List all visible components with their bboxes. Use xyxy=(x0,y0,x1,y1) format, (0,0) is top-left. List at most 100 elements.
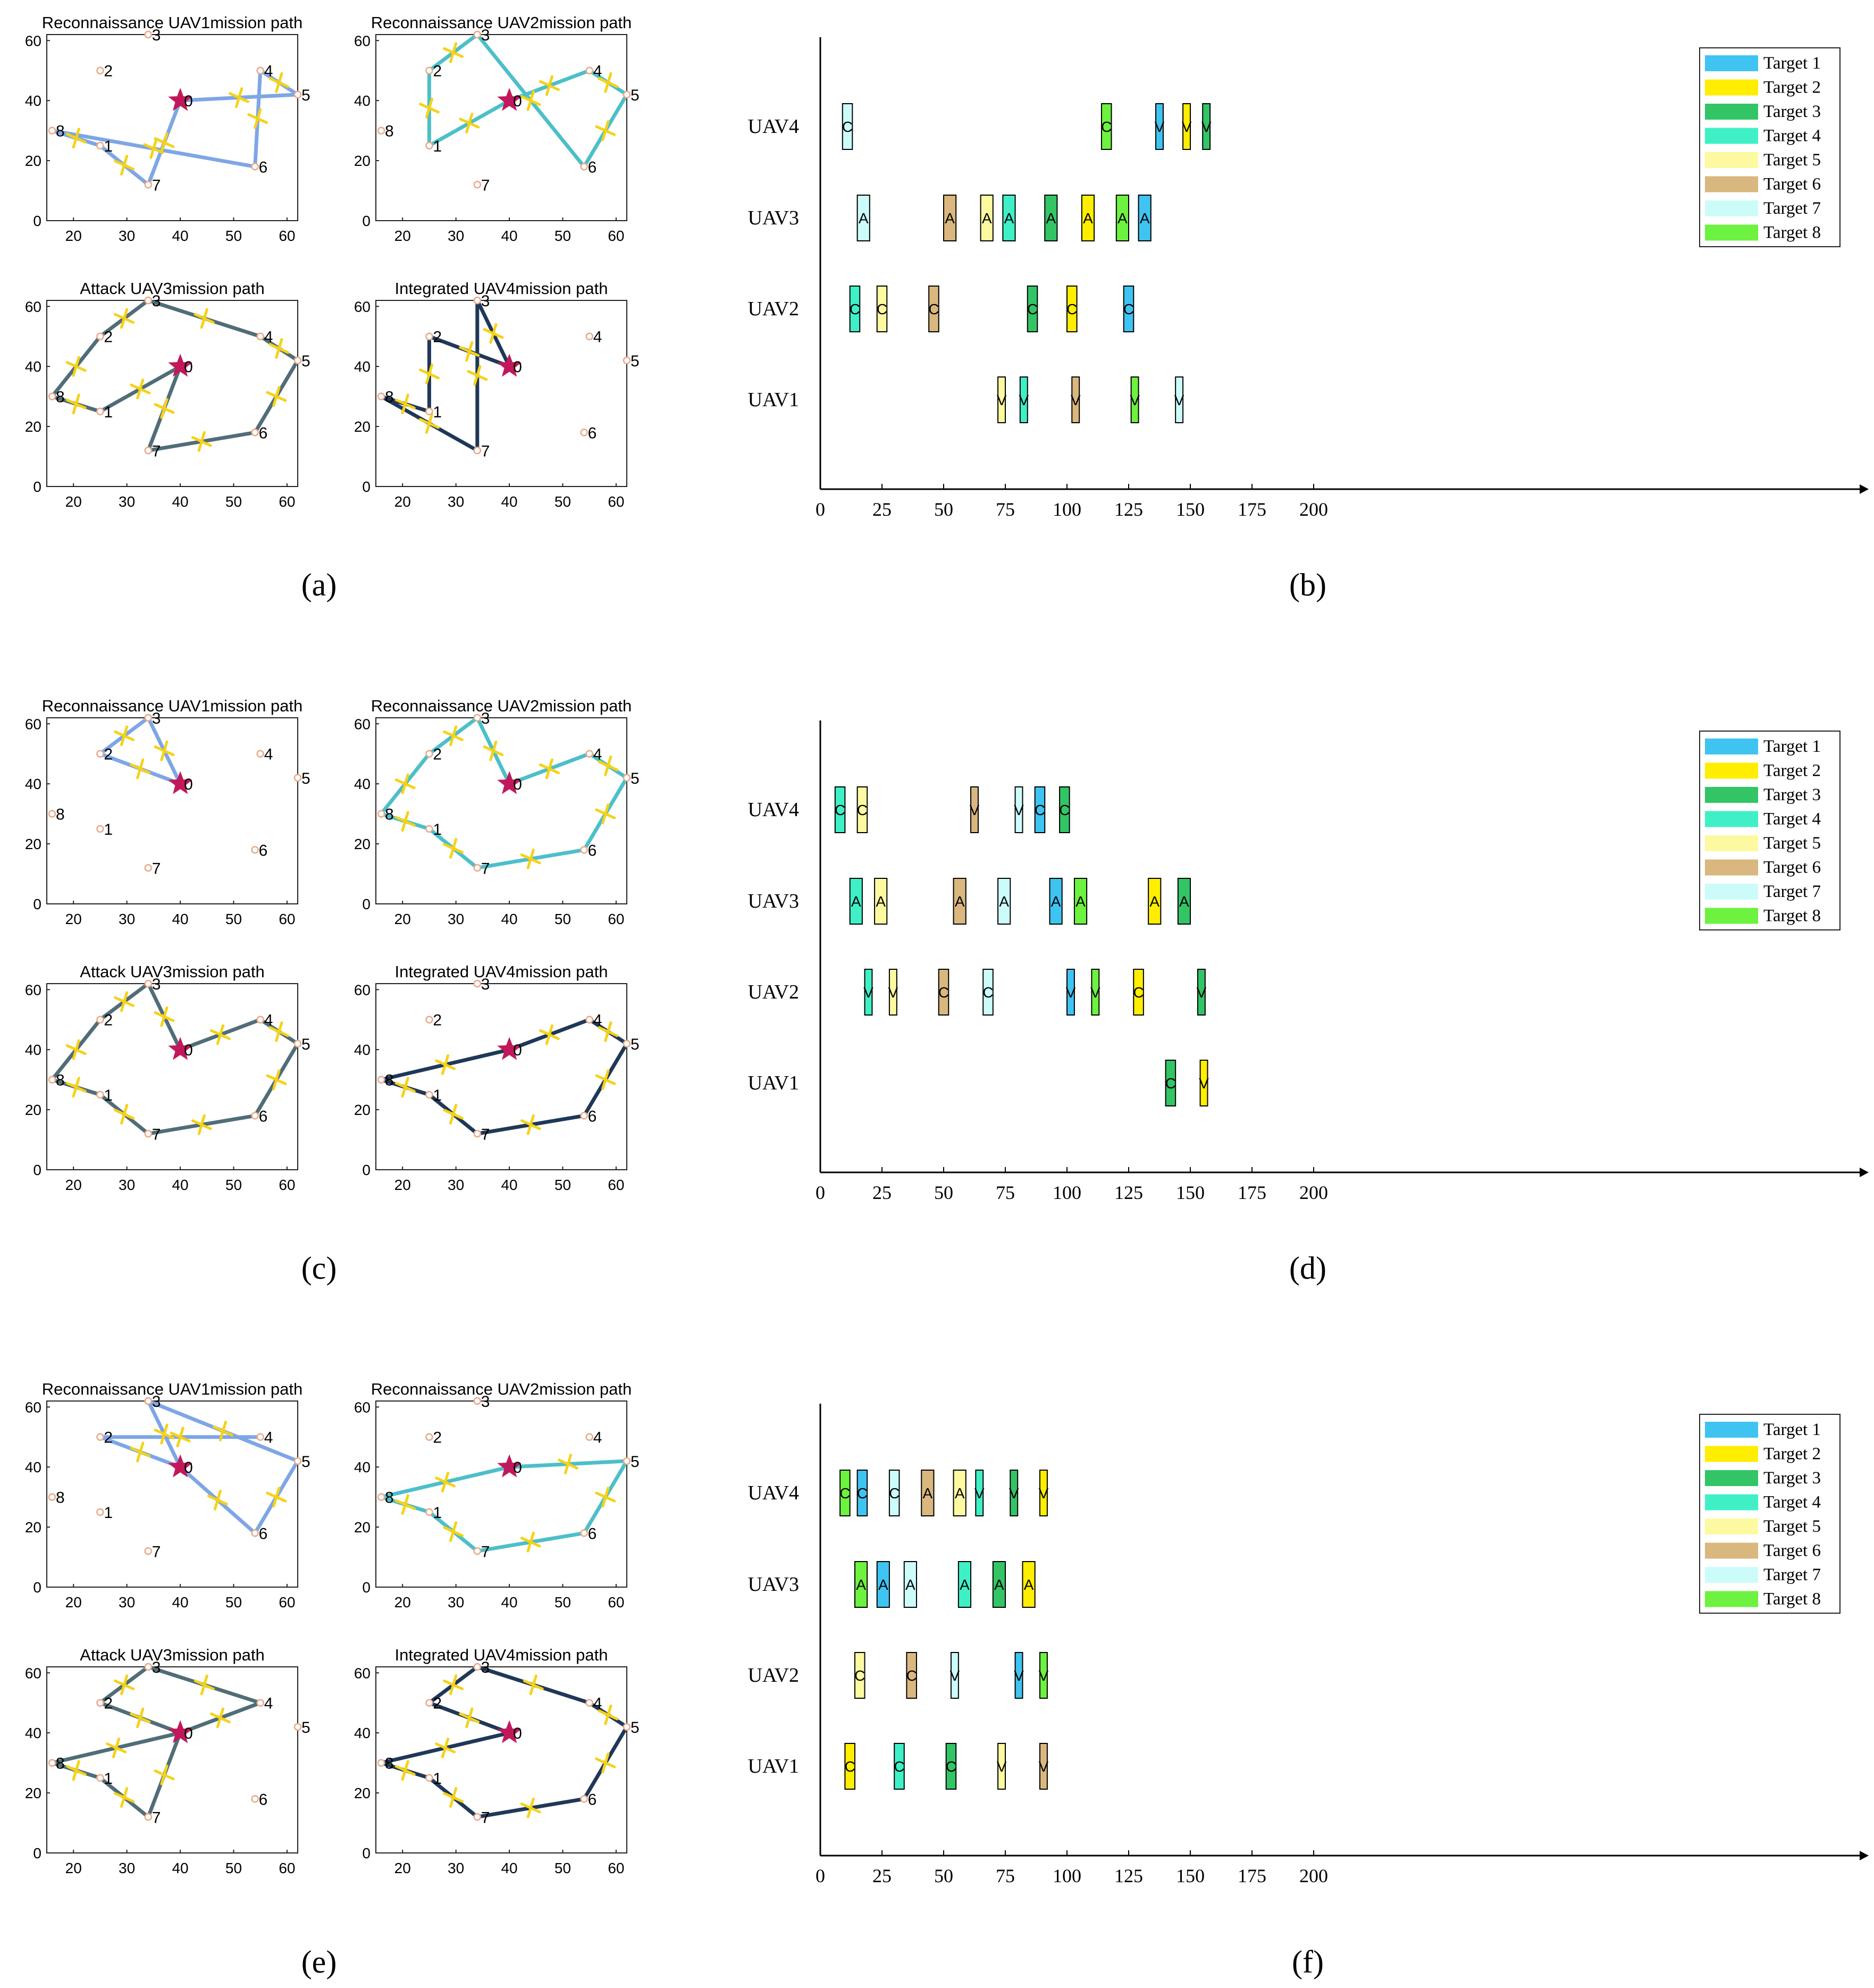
target-node-label: 3 xyxy=(481,976,490,993)
x-tick-label: 40 xyxy=(501,911,517,927)
x-tick-label: 25 xyxy=(872,499,892,520)
task-bar xyxy=(1197,969,1206,1016)
waypoint-cross-b xyxy=(401,811,409,832)
target-node-label: 6 xyxy=(259,1791,268,1808)
legend-swatch xyxy=(1705,1470,1758,1486)
task-bar xyxy=(1100,103,1112,150)
waypoint-cross-b xyxy=(425,413,434,434)
panel-label-b: (b) xyxy=(1289,567,1326,602)
target-node-label: 7 xyxy=(152,442,161,460)
base-star-icon xyxy=(497,354,522,377)
target-node-label: 2 xyxy=(433,746,442,764)
x-tick-label: 125 xyxy=(1114,1182,1143,1203)
subplot-frame xyxy=(375,34,627,221)
waypoint-cross-b xyxy=(275,72,283,93)
target-node-marker xyxy=(585,1433,593,1441)
waypoint-cross-b xyxy=(149,138,158,160)
legend-swatch xyxy=(1705,1567,1758,1583)
task-bar-label: A xyxy=(945,210,955,227)
y-tick-label: 40 xyxy=(25,1725,41,1741)
waypoint-cross-b xyxy=(272,386,281,407)
waypoint-cross-b xyxy=(449,42,458,63)
base-star-icon xyxy=(497,1720,522,1743)
uav-row-label: UAV3 xyxy=(748,890,799,912)
task-bar xyxy=(1044,195,1058,241)
task-bar-label: A xyxy=(1075,893,1086,910)
target-node-marker xyxy=(144,864,153,872)
base-star-icon xyxy=(497,1454,522,1478)
target-node-marker xyxy=(293,1039,302,1048)
y-tick-label: 20 xyxy=(25,153,41,169)
uav-row-label: UAV1 xyxy=(748,389,799,411)
target-node-label: 4 xyxy=(593,1429,602,1447)
legend-entry: Target 7 xyxy=(1763,199,1821,218)
y-tick-label: 0 xyxy=(362,896,371,912)
task-bar xyxy=(856,786,868,833)
target-node-marker xyxy=(623,90,631,99)
x-tick-label: 30 xyxy=(448,1594,464,1610)
x-tick-label: 75 xyxy=(996,499,1015,520)
x-tick-label: 20 xyxy=(65,1860,82,1876)
task-bar-label: A xyxy=(1083,210,1093,227)
target-node-marker xyxy=(256,66,264,74)
y-tick-label: 0 xyxy=(362,1162,371,1178)
base-star-icon xyxy=(168,771,192,794)
legend-entry: Target 8 xyxy=(1763,907,1821,926)
y-tick-label: 0 xyxy=(33,1579,41,1596)
waypoint-cross-b xyxy=(72,1077,80,1098)
waypoint-cross-b xyxy=(120,725,129,746)
task-bar-label: C xyxy=(842,119,853,135)
task-bar xyxy=(1022,1561,1036,1608)
legend-entry: Target 6 xyxy=(1763,175,1821,194)
legend-swatch xyxy=(1705,152,1758,168)
task-bar-label: V xyxy=(1197,984,1207,1001)
target-node-marker xyxy=(293,1457,302,1465)
target-node-label: 3 xyxy=(152,1659,161,1676)
x-tick-label: 30 xyxy=(119,1594,135,1610)
task-bar-label: A xyxy=(1179,893,1189,910)
subplot-frame xyxy=(46,983,298,1170)
legend-swatch xyxy=(1705,1591,1758,1607)
x-tick-label: 20 xyxy=(65,911,82,927)
target-node-marker xyxy=(425,1508,433,1516)
subplot-title: Attack UAV3mission path xyxy=(80,962,264,981)
y-tick-label: 60 xyxy=(354,1665,371,1681)
waypoint-cross-b xyxy=(545,75,553,96)
target-node-marker xyxy=(425,825,433,833)
task-bar-label: A xyxy=(1149,893,1159,910)
task-bar xyxy=(1138,195,1152,241)
waypoint-cross-b xyxy=(441,1471,450,1492)
task-bar xyxy=(945,1743,957,1790)
target-node-label: 6 xyxy=(259,158,268,176)
task-bar-label: V xyxy=(1014,802,1024,818)
target-node-marker xyxy=(144,1547,153,1555)
task-bar xyxy=(1081,195,1095,241)
task-bar xyxy=(856,195,870,241)
task-bar-label: A xyxy=(999,893,1009,910)
target-node-marker xyxy=(377,1493,385,1501)
target-node-label: 6 xyxy=(588,1791,597,1808)
subplot-frame xyxy=(375,717,627,904)
task-bar-label: V xyxy=(1039,1485,1049,1502)
legend-entry: Target 1 xyxy=(1763,1420,1821,1439)
waypoint-cross-b xyxy=(604,1704,612,1725)
task-bar xyxy=(1165,1060,1176,1106)
target-node-label: 8 xyxy=(56,1489,65,1507)
target-node-marker xyxy=(96,750,104,758)
y-tick-label: 20 xyxy=(25,836,41,852)
target-node-label: 6 xyxy=(588,1108,597,1125)
target-node-label: 2 xyxy=(433,329,442,346)
target-node-label: 4 xyxy=(264,1695,273,1713)
x-tick-label: 60 xyxy=(608,228,624,244)
target-node-label: 8 xyxy=(56,123,65,140)
x-tick-label: 200 xyxy=(1299,1865,1328,1886)
task-bar-label: V xyxy=(1199,1075,1209,1092)
waypoint-cross-b xyxy=(112,1737,121,1758)
y-tick-label: 40 xyxy=(354,1725,371,1741)
x-tick-label: 175 xyxy=(1238,499,1266,520)
waypoint-cross-b xyxy=(216,1707,224,1729)
x-tick-label: 20 xyxy=(394,228,411,244)
base-star-icon xyxy=(168,1037,192,1060)
base-node-label: 0 xyxy=(184,1042,193,1059)
